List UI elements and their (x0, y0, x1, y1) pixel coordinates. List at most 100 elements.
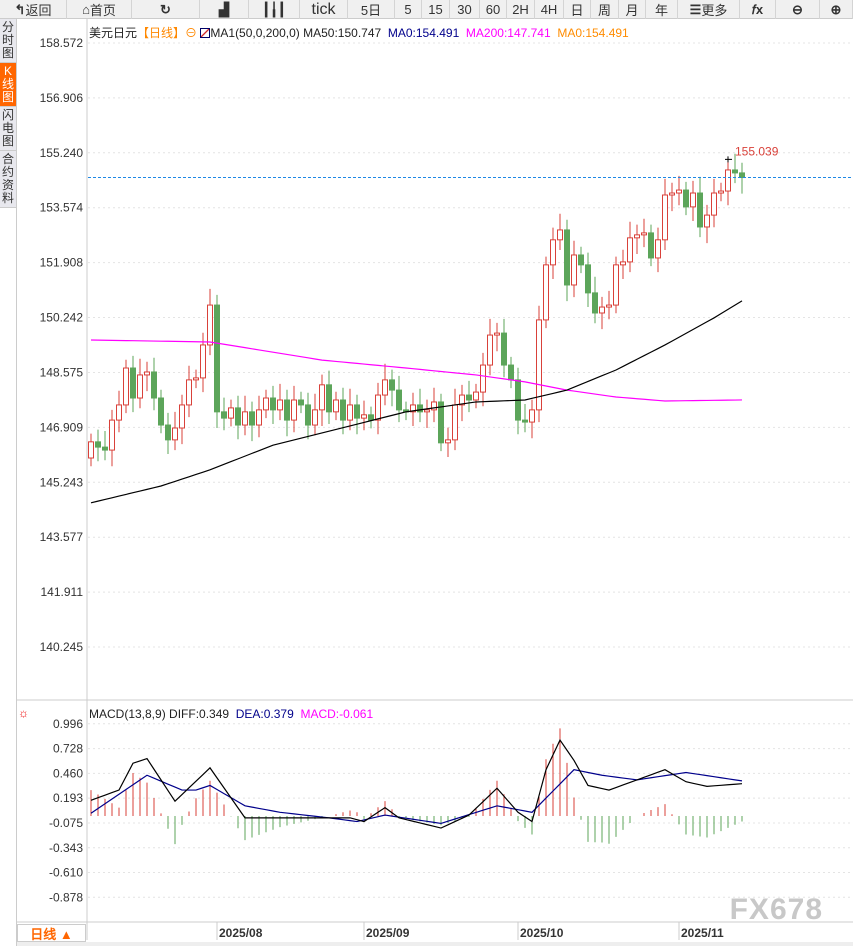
candle (718, 190, 724, 194)
candle (396, 389, 402, 411)
y-tick-label: 140.245 (40, 640, 84, 654)
candle (221, 411, 227, 419)
toolbar-button-2H[interactable]: 2H (507, 0, 535, 19)
candle (438, 401, 444, 444)
toolbar-label: 周 (597, 3, 611, 18)
toolbar-button-返回[interactable]: ↰ 返回 (0, 0, 67, 19)
sidebar: 分时图 K线图 闪电图 合约资料 (0, 19, 16, 208)
toolbar-label: 更多 (701, 3, 728, 18)
ma200-line (90, 339, 743, 402)
candle (417, 404, 423, 413)
candle (298, 399, 304, 406)
toolbar-label: 月 (625, 3, 639, 18)
candle (529, 409, 535, 423)
toolbar-button-indicator-chart[interactable]: ▟ (200, 0, 249, 19)
toolbar-button-candlestick[interactable]: ┃╽┃ (249, 0, 300, 19)
sidebar-tab-1[interactable]: K线图 (0, 63, 16, 107)
candle (249, 411, 255, 426)
x-tick-label: 2025/08 (219, 926, 263, 940)
candle (88, 441, 94, 459)
y-tick-label: 156.906 (40, 91, 84, 105)
toolbar-label: tick (311, 0, 336, 18)
candle (137, 374, 143, 399)
candle (179, 404, 185, 429)
toolbar-button-refresh[interactable]: ↻ (132, 0, 200, 19)
toolbar-label: 5 (404, 2, 412, 17)
candle (200, 344, 206, 379)
candle (95, 441, 101, 448)
candle (242, 411, 248, 426)
toolbar-label: 年 (654, 3, 668, 18)
toolbar-label: 15 (428, 2, 443, 17)
candle (704, 214, 710, 228)
toolbar-label: 5日 (360, 3, 382, 18)
toolbar-button-15[interactable]: 15 (422, 0, 450, 19)
toolbar-button-60[interactable]: 60 (480, 0, 507, 19)
candle (599, 306, 605, 314)
candle (613, 264, 619, 306)
macd-y-tick-label: 0.460 (53, 766, 83, 780)
candle (410, 404, 416, 413)
toolbar-button-zoom-out[interactable]: ⊖ (776, 0, 820, 19)
watermark-logo: FX678 (729, 893, 823, 926)
toolbar-label: 2H (512, 2, 529, 17)
candle (235, 407, 241, 426)
toolbar-button-5[interactable]: 5 (395, 0, 422, 19)
candle (319, 384, 325, 411)
toolbar-label: 30 (457, 2, 472, 17)
toolbar-button-tick[interactable]: tick (300, 0, 348, 19)
toolbar-button-月[interactable]: 月 (619, 0, 646, 19)
y-tick-label: 153.574 (40, 201, 84, 215)
y-tick-label: 146.909 (40, 420, 84, 434)
toolbar-button-周[interactable]: 周 (591, 0, 619, 19)
candle (123, 367, 129, 406)
candle (151, 371, 157, 399)
candle (172, 427, 178, 441)
fx-icon: 𝑓x (751, 1, 764, 17)
candle (550, 239, 556, 266)
period-label: 【日线】 (137, 26, 186, 40)
ma0-value: MA0:154.491 (387, 26, 460, 40)
candle (564, 229, 570, 286)
toolbar-button-首页[interactable]: ⌂ 首页 (67, 0, 132, 19)
candle (284, 399, 290, 421)
sidebar-tab-3[interactable]: 合约资料 (0, 151, 16, 208)
candle (256, 409, 262, 426)
macd-y-tick-label: -0.075 (49, 816, 83, 830)
toolbar-button-日[interactable]: 日 (564, 0, 591, 19)
sidebar-tab-2[interactable]: 闪电图 (0, 107, 16, 151)
candle (305, 404, 311, 426)
ma-indicator-icon[interactable] (200, 28, 211, 38)
macd-settings-icon[interactable]: ☼ (18, 706, 29, 720)
bottom-tabs (17, 942, 853, 946)
toolbar-button-4H[interactable]: 4H (535, 0, 564, 19)
diff-value: DIFF:0.349 (169, 707, 230, 721)
candle (480, 364, 486, 393)
candle (690, 192, 696, 208)
macd-y-tick-label: -0.878 (49, 890, 83, 904)
settings-icon[interactable]: ⊖ (185, 26, 198, 40)
toolbar-label: 4H (540, 2, 558, 17)
toolbar-button-30[interactable]: 30 (450, 0, 480, 19)
ma0-value-2: MA0:154.491 (557, 26, 629, 40)
y-tick-label: 141.911 (41, 585, 84, 599)
divider (16, 19, 17, 946)
candle (158, 397, 164, 426)
period-selector-button[interactable]: 日线 ▲ (17, 924, 86, 942)
toolbar-button-5日[interactable]: 5日 (348, 0, 395, 19)
sidebar-tab-0[interactable]: 分时图 (0, 19, 16, 63)
indicator-chart-icon: ▟ (219, 1, 229, 17)
candle (207, 304, 213, 346)
y-tick-label: 143.577 (40, 530, 84, 544)
candle (711, 192, 717, 216)
toolbar-button-更多[interactable]: ☰ 更多 (678, 0, 740, 19)
candle (571, 254, 577, 286)
toolbar-button-年[interactable]: 年 (646, 0, 678, 19)
candle (662, 194, 668, 241)
candle (144, 371, 150, 376)
candle (277, 399, 283, 411)
toolbar-button-fx[interactable]: 𝑓x (740, 0, 776, 19)
candle (375, 394, 381, 421)
ma50-value: MA50:150.747 (303, 26, 382, 40)
